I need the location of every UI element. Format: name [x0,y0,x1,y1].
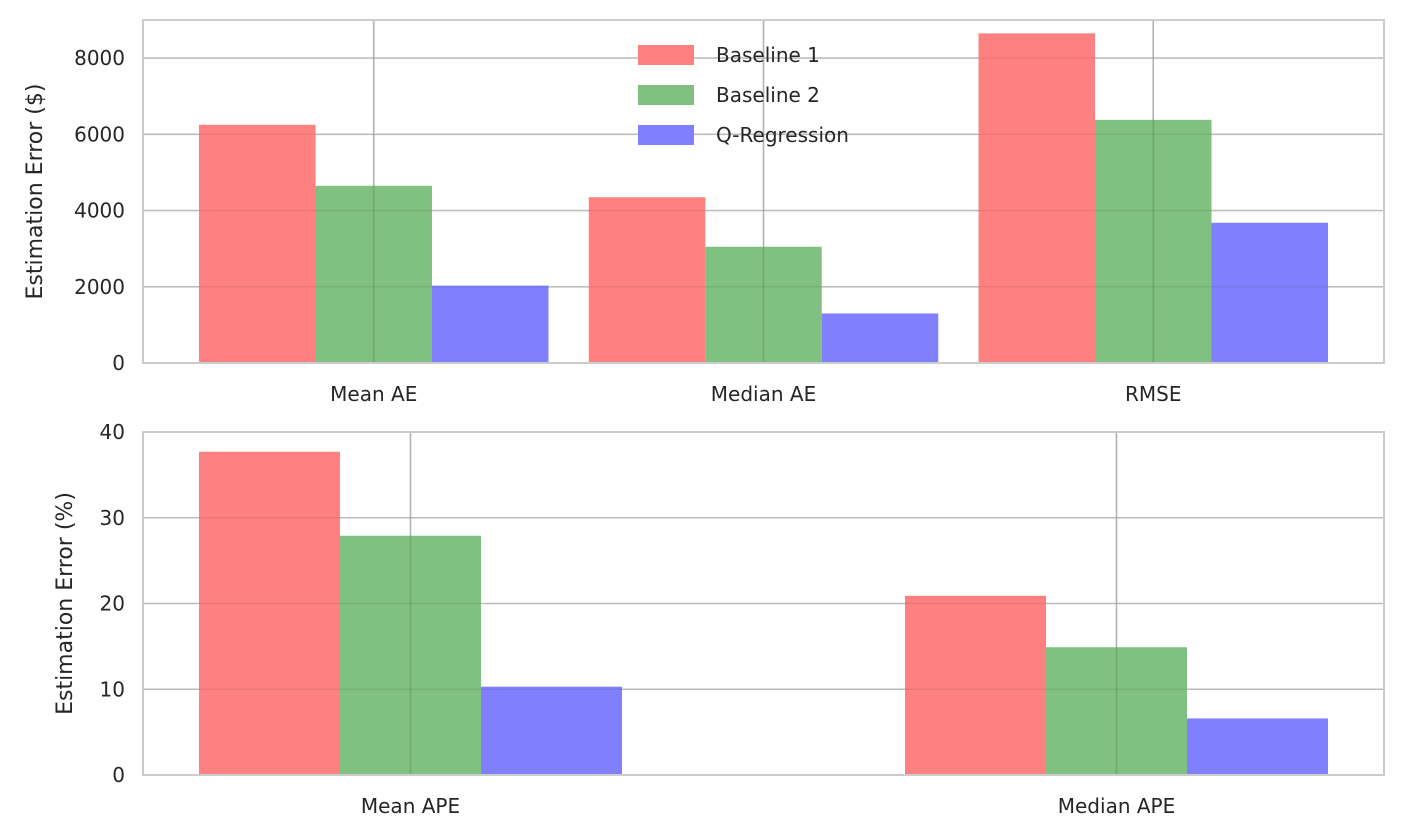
bar-baseline-1-mean-ape [199,451,340,775]
legend-swatch-baseline-1 [638,45,694,65]
y-tick-label: 0 [112,351,125,375]
bottom-chart-panel: 0 10 20 30 40 Mean APE Median APE Estimation Er… [53,420,1385,818]
y-axis-label: Estimation Error ($) [23,84,48,300]
y-tick-label: 6000 [74,122,125,146]
legend-label-baseline-2: Baseline 2 [716,83,820,107]
bar-q-regression-median-ape [1187,718,1328,775]
x-tick-label-median-ae: Median AE [711,382,816,406]
bar-q-regression-median-ae [821,313,939,363]
y-tick-label: 30 [100,506,125,530]
plot-frame [142,431,1385,776]
x-tick-label-mean-ae: Mean AE [330,382,417,406]
legend-label-baseline-1: Baseline 1 [716,43,820,67]
y-tick-label: 40 [100,420,125,444]
plot-frame [142,19,1385,364]
legend: Baseline 1 Baseline 2 Q-Regression [638,43,849,147]
bar-baseline-2-median-ae [705,246,822,363]
y-tick-label: 2000 [74,275,125,299]
y-tick-label: 0 [112,763,125,787]
bar-q-regression-mean-ape [481,686,622,775]
top-chart-panel: 0 2000 4000 6000 8000 Mean AE Median AE RMSE Est… [23,19,1385,406]
y-tick-label: 4000 [74,199,125,223]
x-tick-label-mean-ape: Mean APE [361,794,460,818]
legend-swatch-q-regression [638,125,694,145]
bar-baseline-2-mean-ape [340,535,481,775]
bar-baseline-2-rmse [1095,119,1212,364]
bar-baseline-2-median-ape [1046,647,1187,775]
legend-label-q-regression: Q-Regression [716,123,849,147]
y-axis-label: Estimation Error (%) [53,492,78,715]
x-tick-label-rmse: RMSE [1125,382,1181,406]
bar-baseline-1-rmse [978,33,1095,363]
bar-baseline-1-median-ape [905,595,1046,775]
bar-baseline-1-mean-ae [199,124,316,363]
bar-q-regression-rmse [1211,222,1328,363]
x-tick-label-median-ape: Median APE [1058,794,1175,818]
bar-q-regression-mean-ae [432,285,549,363]
legend-swatch-baseline-2 [638,85,694,105]
y-tick-label: 10 [100,677,125,701]
bar-baseline-2-mean-ae [315,185,432,363]
bar-baseline-1-median-ae [588,197,706,363]
y-tick-label: 20 [100,592,125,616]
y-tick-label: 8000 [74,46,125,70]
